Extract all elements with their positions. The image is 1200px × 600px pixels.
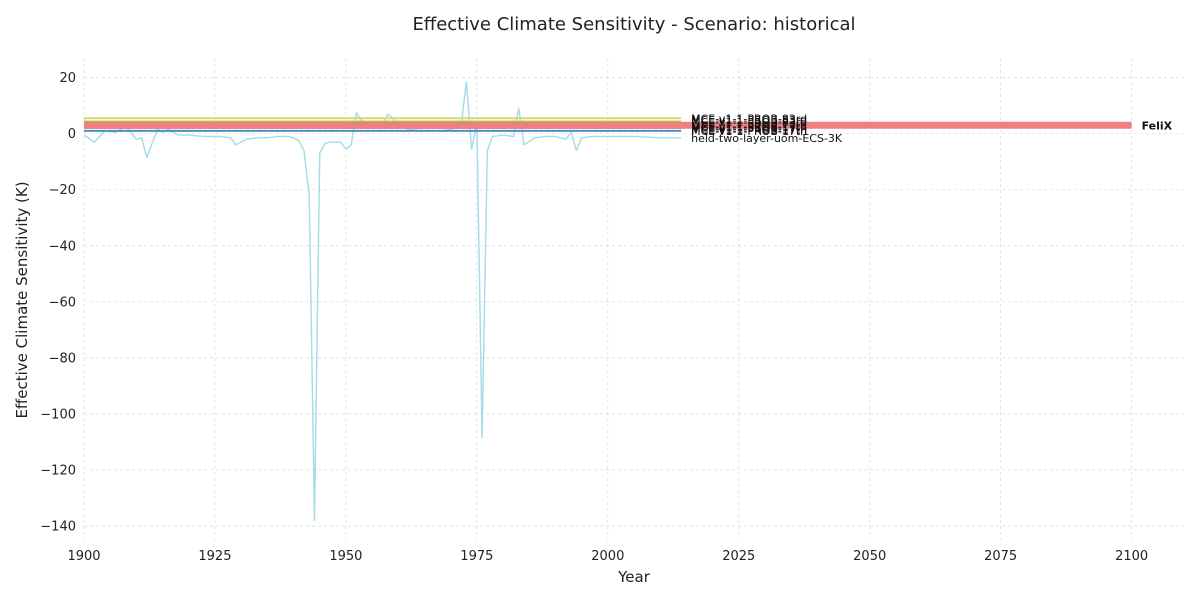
- series-label: MCE-v1-1-PROB-17th: [691, 124, 807, 137]
- series-label: MCE-v1-1-PROB-17th: [691, 121, 807, 134]
- series-label: FeliX: [1142, 119, 1173, 132]
- y-axis-label: Effective Climate Sensitivity (K): [13, 181, 31, 418]
- y-tick-label: 20: [59, 71, 76, 86]
- y-tick-label: 0: [68, 127, 76, 142]
- y-tick-label: −80: [49, 351, 76, 366]
- y-tick-label: −100: [40, 407, 76, 422]
- y-axis-ticks: 20 0 −20 −40 −60 −80 −100 −120 −140: [40, 71, 76, 534]
- series-label: MCE-v1-1-PROB-17th: [691, 125, 807, 138]
- series-line: [83, 81, 682, 522]
- x-tick-label: 1950: [329, 549, 362, 564]
- series-label: MCE-v1-1-PROB-83rd: [691, 116, 807, 129]
- x-tick-label: 2025: [722, 549, 755, 564]
- series-labels: MCE-v1-1-PROB-83rd FeliX MCE-v1-1-PROB-17t…: [691, 112, 1173, 145]
- x-tick-label: 1925: [198, 549, 231, 564]
- y-tick-label: −120: [40, 463, 76, 478]
- x-axis-ticks: 1900 1925 1950 1975 2000 2025 2050 2075 2100: [67, 549, 1148, 564]
- x-tick-label: 2050: [853, 549, 886, 564]
- y-tick-label: −60: [49, 295, 76, 310]
- series-label: MCE-v1-1-PROB-83rd: [691, 112, 807, 125]
- series-label: MCE-v1-1-PROB-17th: [691, 120, 807, 133]
- x-axis-label: Year: [617, 568, 651, 586]
- x-tick-label: 2100: [1115, 549, 1148, 564]
- series-label: MCE-v1-1-PROB-83rd: [691, 114, 807, 127]
- x-tick-label: 1900: [67, 549, 100, 564]
- y-tick-label: −20: [49, 183, 76, 198]
- series-label: MCE-v1-1-PROB-17th: [691, 123, 807, 136]
- x-tick-label: 1975: [460, 549, 493, 564]
- x-tick-label: 2000: [591, 549, 624, 564]
- chart-title: Effective Climate Sensitivity - Scenario…: [412, 14, 855, 35]
- series-label: held-two-layer-uom-ECS-3K: [691, 132, 843, 145]
- y-tick-label: −40: [49, 239, 76, 254]
- series-layer: [83, 81, 1132, 522]
- y-tick-label: −140: [40, 519, 76, 534]
- x-tick-label: 2075: [984, 549, 1017, 564]
